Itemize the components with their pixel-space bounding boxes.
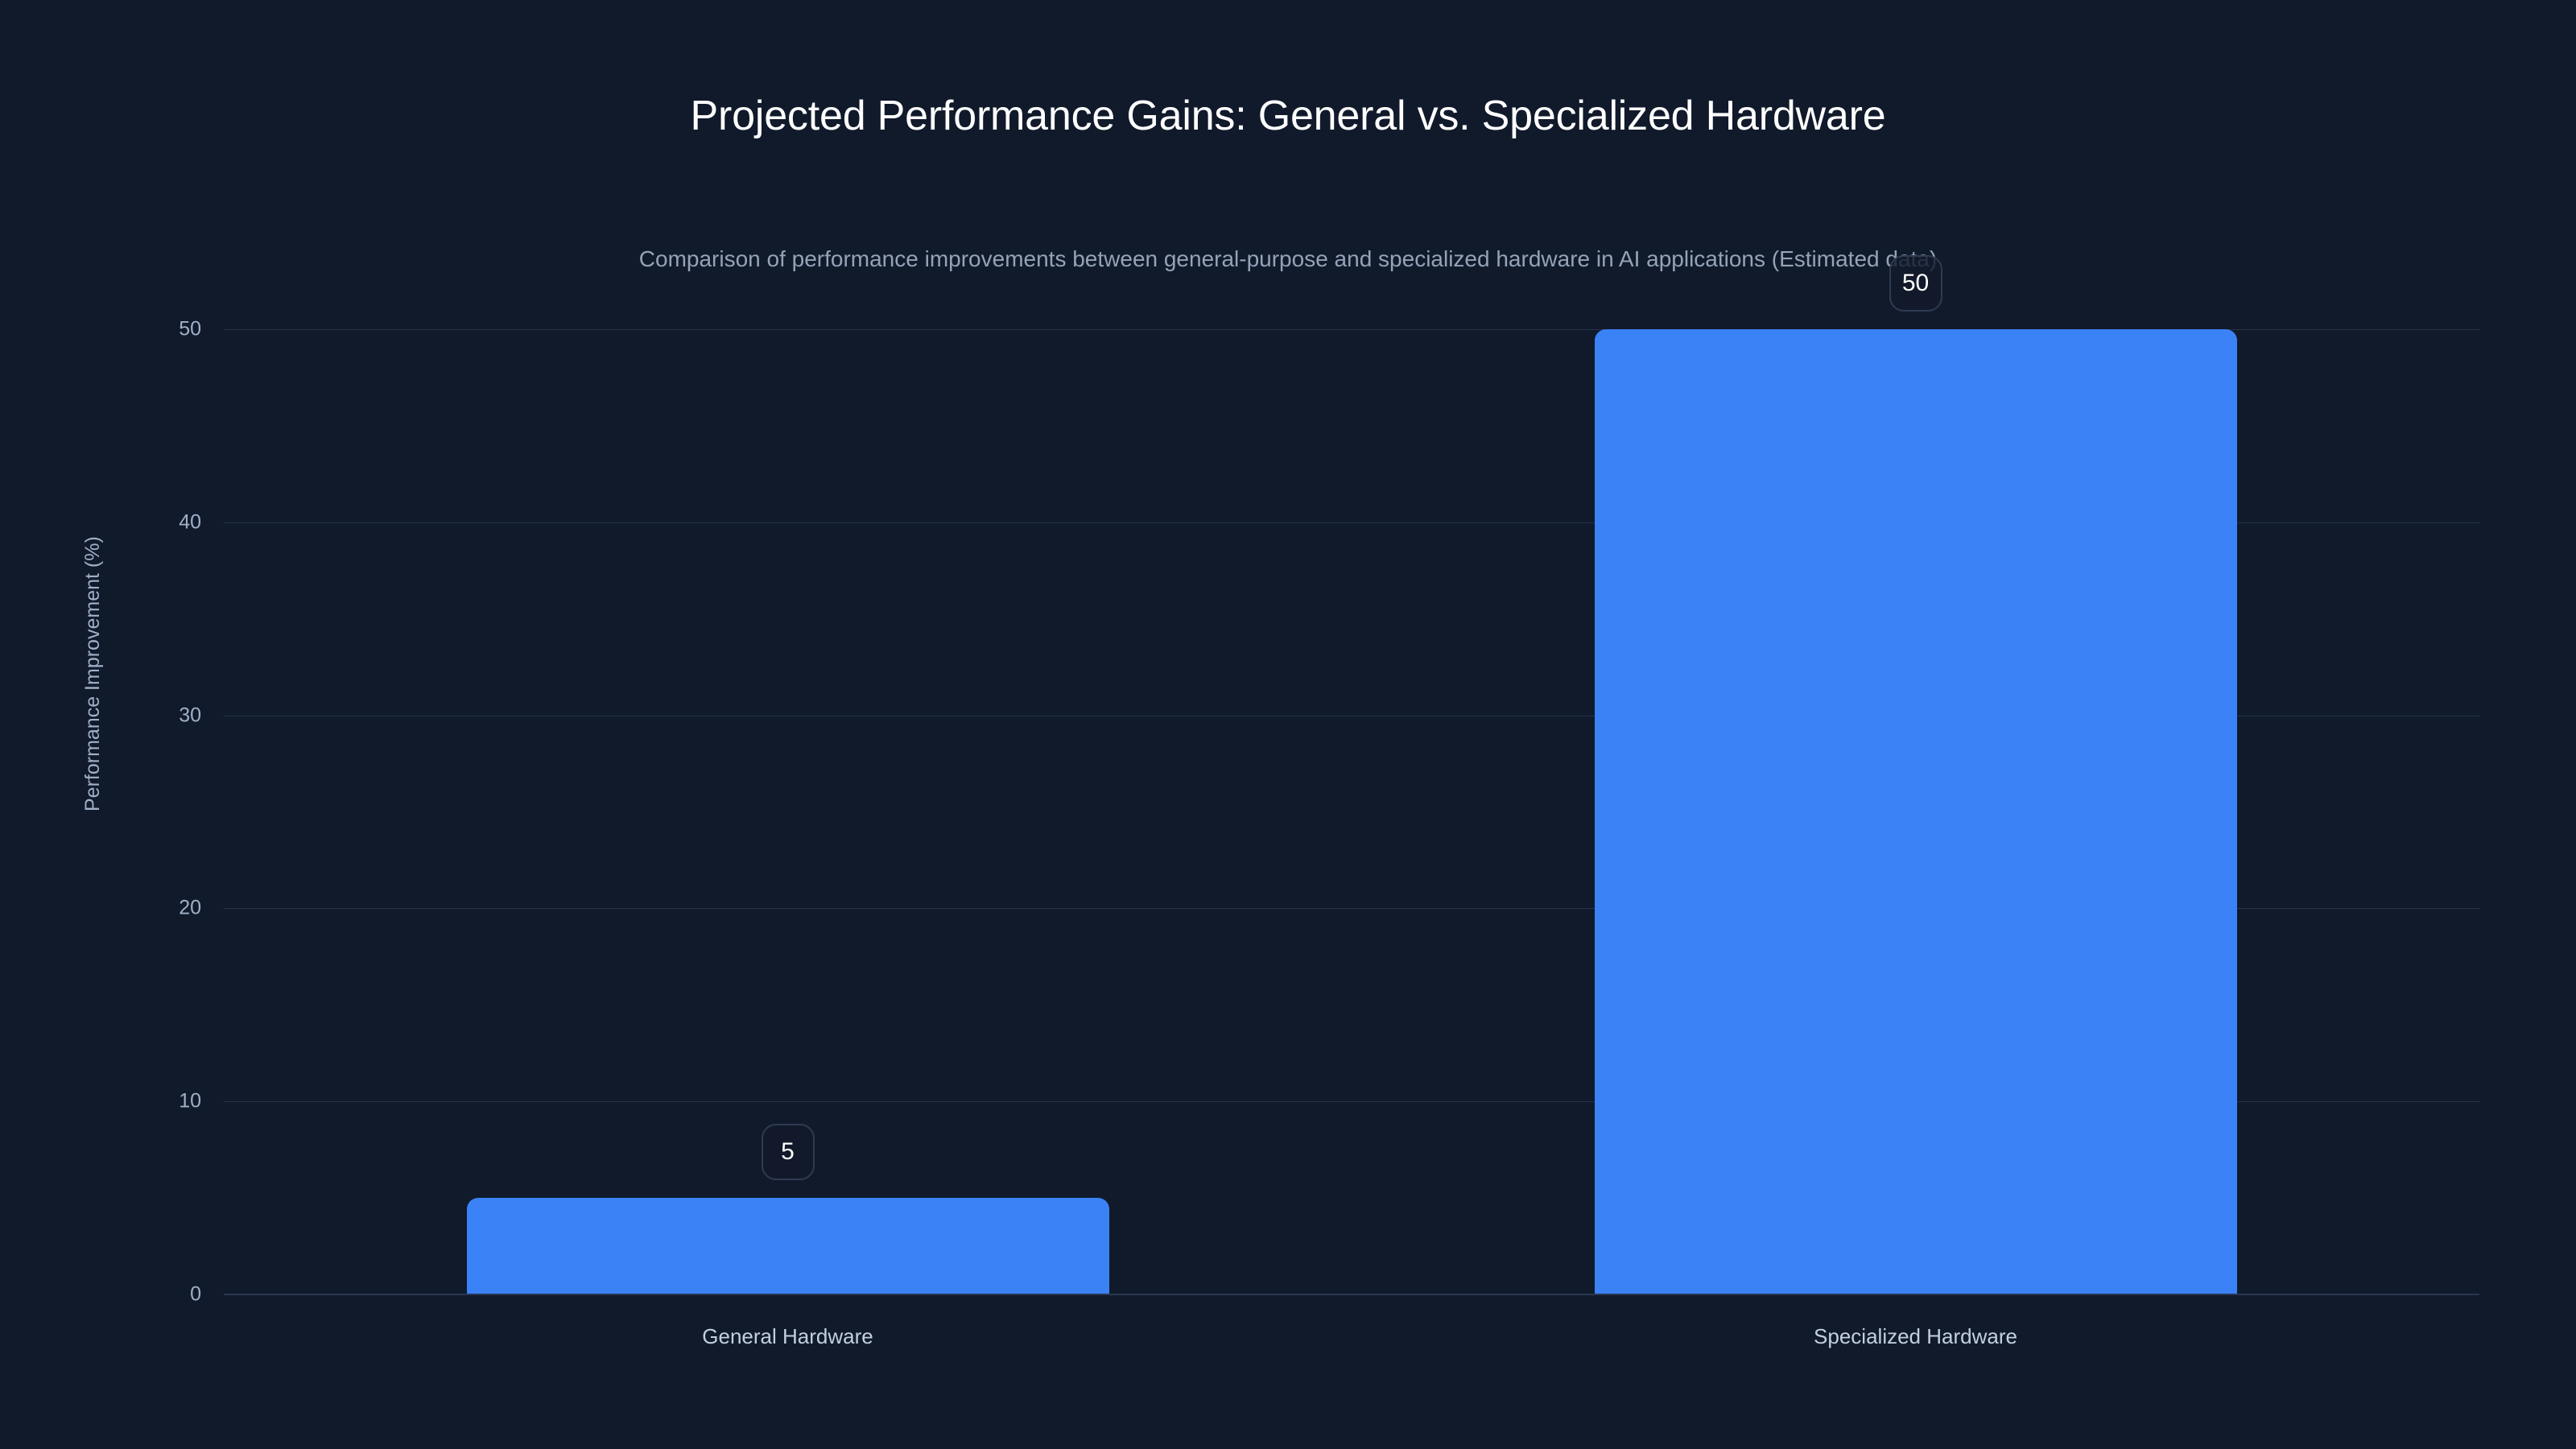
y-axis-title: Performance Improvement (%) bbox=[81, 536, 104, 811]
y-tick-label: 30 bbox=[179, 704, 201, 727]
gridline bbox=[224, 908, 2479, 910]
bar-value-badge: 50 bbox=[1889, 255, 1942, 312]
bar[interactable] bbox=[1594, 329, 2237, 1294]
bar-value-badge: 5 bbox=[761, 1124, 815, 1181]
x-axis-line bbox=[224, 1294, 2479, 1295]
chart-title: Projected Performance Gains: General vs.… bbox=[690, 93, 1886, 139]
y-tick-label: 50 bbox=[179, 317, 201, 341]
chart-subtitle: Comparison of performance improvements b… bbox=[638, 246, 1938, 271]
gridline bbox=[224, 1101, 2479, 1103]
gridline bbox=[224, 522, 2479, 523]
bar[interactable] bbox=[466, 1198, 1109, 1294]
y-tick-label: 10 bbox=[179, 1089, 201, 1113]
gridline bbox=[224, 329, 2479, 330]
y-tick-label: 20 bbox=[179, 896, 201, 919]
x-tick-label: General Hardware bbox=[702, 1324, 873, 1348]
y-tick-label: 0 bbox=[190, 1282, 201, 1306]
plot-area bbox=[224, 329, 2479, 1295]
y-tick-label: 40 bbox=[179, 510, 201, 534]
x-tick-label: Specialized Hardware bbox=[1814, 1324, 2017, 1348]
